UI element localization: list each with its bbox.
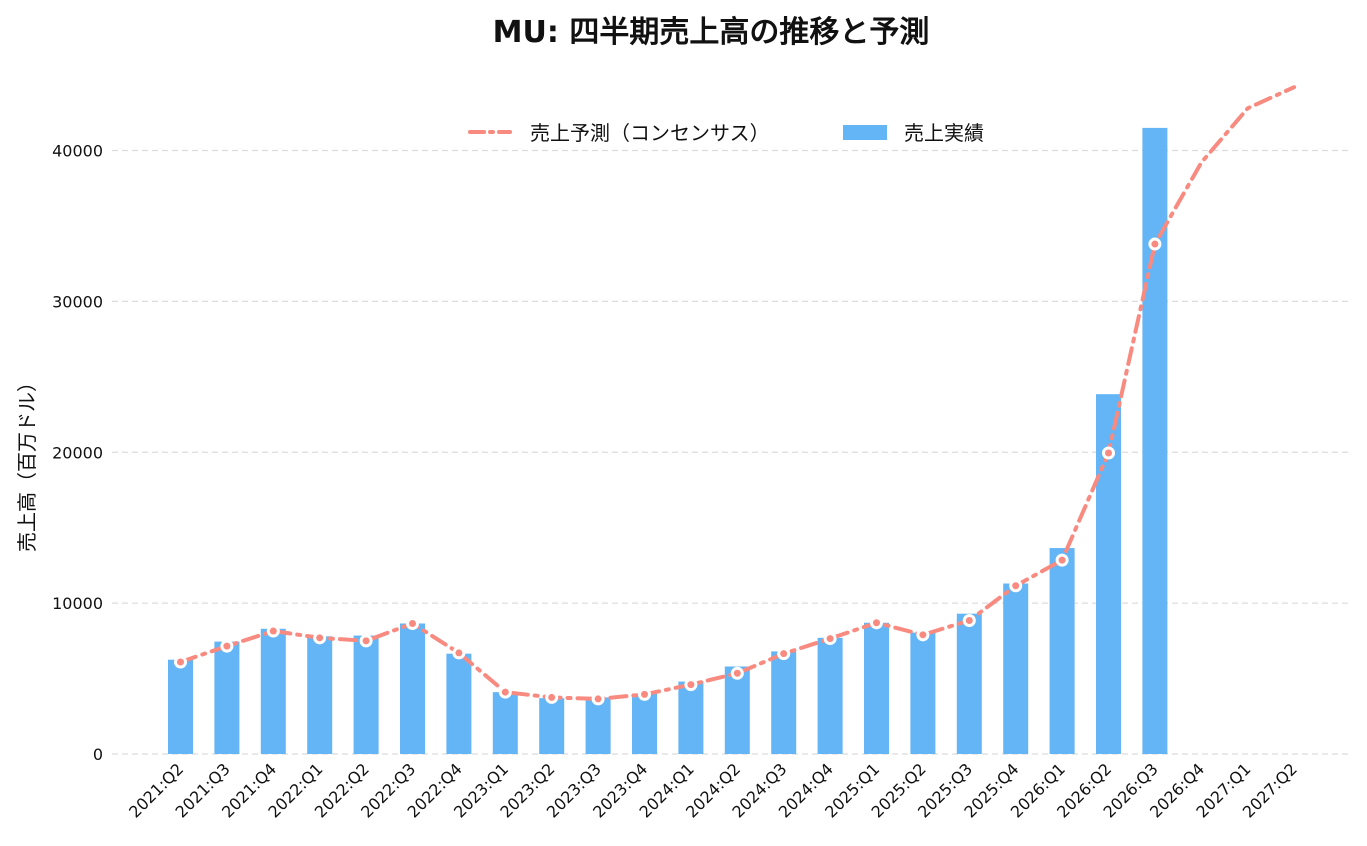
forecast-point — [591, 692, 605, 706]
bar — [817, 637, 843, 754]
forecast-point — [962, 613, 976, 627]
x-tick-labels: 2021:Q22021:Q32021:Q42022:Q12022:Q22022:… — [125, 759, 1301, 821]
forecast-point — [452, 646, 466, 660]
line-forecast — [178, 85, 1297, 701]
y-tick-label: 40000 — [52, 142, 103, 161]
forecast-point — [498, 685, 512, 699]
forecast-point — [545, 690, 559, 704]
forecast-point — [916, 628, 930, 642]
bar — [168, 659, 193, 754]
forecast-line — [178, 85, 1297, 701]
y-tick-label: 0 — [93, 745, 103, 764]
forecast-point — [777, 647, 791, 661]
forecast-point — [220, 639, 234, 653]
bar — [771, 651, 797, 754]
y-tick-label: 10000 — [52, 594, 103, 613]
bar — [446, 653, 472, 754]
forecast-point — [406, 616, 419, 630]
legend-item-forecast: 売上予測（コンセンサス） — [468, 121, 770, 145]
forecast-point — [823, 632, 837, 646]
forecast-point — [359, 634, 373, 648]
forecast-point — [684, 678, 698, 692]
bar — [1049, 548, 1075, 754]
bar — [632, 693, 657, 754]
bars-actual — [168, 127, 1168, 755]
chart-title: MU: 四半期売上高の推移と予測 — [493, 15, 930, 50]
legend: 売上予測（コンセンサス） 売上実績 — [468, 121, 984, 145]
bar — [724, 666, 750, 754]
forecast-point — [1148, 237, 1162, 251]
bar — [585, 697, 611, 754]
bar — [956, 613, 982, 754]
bar — [1142, 127, 1168, 755]
forecast-point — [730, 666, 744, 680]
forecast-point — [1009, 579, 1023, 593]
legend-item-actual: 売上実績 — [843, 121, 984, 145]
bar — [539, 698, 565, 754]
legend-forecast-label: 売上予測（コンセンサス） — [530, 121, 770, 145]
forecast-point — [638, 687, 651, 701]
forecast-point — [870, 616, 883, 630]
y-tick-label: 30000 — [52, 292, 103, 311]
legend-actual-swatch — [843, 125, 887, 140]
bar — [1003, 583, 1029, 754]
legend-actual-label: 売上実績 — [904, 121, 984, 145]
bar — [910, 632, 936, 754]
bar — [214, 641, 240, 754]
forecast-point — [1102, 446, 1115, 460]
bar — [864, 622, 889, 754]
forecast-point — [313, 631, 327, 645]
bar — [400, 623, 425, 754]
y-tick-labels: 0 10000 20000 30000 40000 — [52, 142, 103, 764]
forecast-point — [266, 624, 280, 638]
bar — [260, 628, 286, 754]
bar — [353, 635, 379, 754]
forecast-point — [174, 655, 187, 669]
y-tick-label: 20000 — [52, 443, 103, 462]
bar — [307, 636, 333, 754]
y-axis-label: 売上高（百万ドル） — [15, 372, 39, 552]
forecast-point — [1055, 553, 1069, 567]
points-forecast — [174, 237, 1162, 706]
bar — [492, 692, 518, 754]
bar — [678, 681, 704, 754]
